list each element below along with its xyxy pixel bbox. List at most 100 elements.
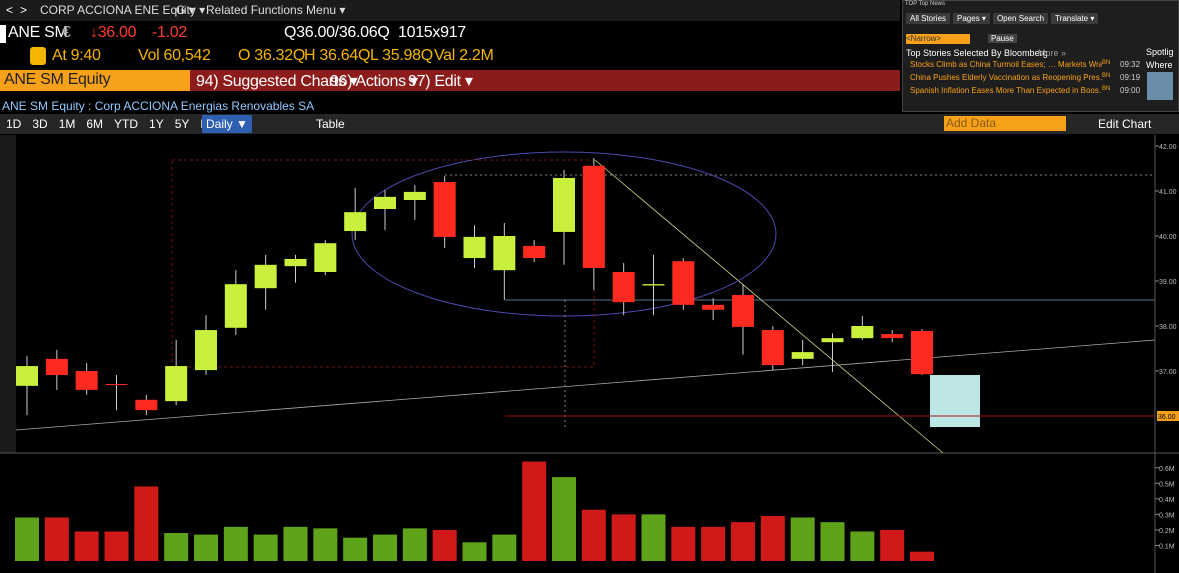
menu-bar	[190, 70, 900, 91]
volume-tick-label: 0.1M	[1159, 543, 1175, 550]
volume-bar	[134, 486, 159, 561]
ellipse-annotation	[351, 151, 777, 317]
candle-body	[16, 366, 38, 386]
volume-bar	[283, 526, 308, 561]
volume-bar	[223, 526, 248, 561]
source: BN	[1102, 73, 1111, 79]
horizontal-line-label: 36.00	[1158, 414, 1176, 421]
y-tick-label: 42.00	[1159, 144, 1177, 151]
volume-bar	[402, 528, 427, 561]
last-price: ↓36.00	[90, 24, 137, 41]
spotlight: Spotlig	[1146, 47, 1174, 57]
range-button[interactable]: 1M	[58, 117, 76, 131]
volume-bar	[253, 534, 278, 561]
news-story[interactable]: Stocks Climb as China Turmoil Eases; … M…	[910, 60, 1146, 73]
news-tab[interactable]: Translate ▾	[1051, 13, 1099, 24]
volume-bar	[760, 515, 785, 561]
net-change: -1.02	[152, 24, 187, 41]
volume-tick-label: 0.4M	[1159, 497, 1175, 504]
volume-bar	[731, 522, 755, 561]
volume-tick-label: 0.5M	[1159, 481, 1175, 488]
value: Val 2.2M	[434, 47, 494, 64]
volume-bar	[373, 534, 397, 561]
candle-body	[314, 243, 337, 272]
volume-bar	[910, 551, 934, 561]
candle-body	[702, 304, 725, 310]
volume-bar	[880, 529, 905, 561]
time: 09:00	[1120, 86, 1141, 95]
volume-bar	[701, 526, 726, 561]
candle-body	[553, 177, 575, 232]
candle-body	[403, 191, 426, 200]
y-tick-label: 38.00	[1159, 324, 1177, 331]
forward-button[interactable]: >	[20, 3, 28, 17]
volume-bar	[15, 517, 39, 561]
pause-button[interactable]: Pause	[988, 34, 1017, 43]
candle-body	[851, 326, 874, 339]
suggested-charts[interactable]: 94) Suggested Charts ▾	[196, 73, 358, 90]
candle-body	[195, 330, 217, 371]
actions-menu[interactable]: 96) Actions ▾	[330, 73, 418, 90]
more-link[interactable]: More »	[1038, 48, 1067, 58]
currency: €	[62, 24, 71, 41]
news-tabs: All Stories Pages ▾ Open Search Translate ▾	[906, 13, 1099, 24]
source: BN	[1102, 86, 1111, 92]
chart: 37.00 38.00 39.00 40.00 41.00 42.00 36.00 0.1M 0…	[0, 135, 1179, 573]
period-select[interactable]: Daily ▼	[202, 115, 252, 133]
candle-body	[374, 196, 396, 209]
candle-body	[135, 399, 158, 411]
edit-chart-button[interactable]: Edit Chart	[1098, 117, 1152, 131]
y-tick-label: 39.00	[1159, 279, 1177, 286]
back-button[interactable]: <	[6, 3, 14, 17]
range-buttons: 1D3D1M6MYTD1Y5YMax	[0, 117, 223, 131]
range-button[interactable]: 1Y	[149, 117, 164, 131]
narrow-input[interactable]: <Narrow>	[906, 34, 970, 44]
candle-body	[523, 245, 546, 259]
g-menu[interactable]: G ▾	[176, 3, 195, 17]
time: 09:19	[1120, 73, 1141, 82]
volume: Vol 60,542	[138, 47, 211, 64]
volume-bar	[492, 534, 517, 561]
candle-body	[642, 284, 665, 286]
volume-tick-label: 0.6M	[1159, 466, 1175, 473]
horizontal-line-label-bg	[1157, 411, 1179, 421]
y-tick-label: 37.00	[1159, 369, 1177, 376]
volume-bar	[790, 517, 815, 561]
news-section: Top Stories Selected By Bloomberg	[906, 48, 1048, 58]
candle-body	[75, 371, 98, 390]
y-tick-label: 41.00	[1159, 189, 1177, 196]
volume-bar	[671, 526, 696, 561]
news-story[interactable]: China Pushes Elderly Vaccination as Reop…	[910, 73, 1146, 86]
candle-body	[791, 352, 814, 359]
volume-bar	[581, 509, 606, 561]
news-story[interactable]: Spanish Inflation Eases More Than Expect…	[910, 86, 1146, 99]
candle-body	[105, 384, 128, 386]
table-button[interactable]: Table	[316, 117, 345, 131]
range-button[interactable]: 5Y	[174, 117, 190, 131]
volume-tick-label: 0.2M	[1159, 528, 1175, 535]
bid-ask: Q36.00/36.06Q	[284, 24, 390, 41]
news-icon[interactable]	[30, 47, 46, 65]
candle-body	[463, 236, 486, 259]
candle-body	[493, 236, 516, 271]
source: BN	[1102, 60, 1111, 66]
security-menu[interactable]: CORP ACCIONA ENE Equity ▾	[40, 3, 206, 17]
volume-bar	[462, 542, 487, 561]
volume-bar	[164, 533, 189, 561]
data-tooltip	[930, 375, 980, 427]
range-button[interactable]: YTD	[114, 117, 139, 131]
high: H 36.64Q	[304, 47, 371, 64]
low: L 35.98Q	[370, 47, 433, 64]
edit-menu[interactable]: 97) Edit ▾	[408, 73, 473, 90]
add-data-input[interactable]: Add Data	[944, 116, 1066, 131]
range-button[interactable]: 1D	[6, 117, 22, 131]
news-tab[interactable]: Open Search	[992, 13, 1049, 24]
range-button[interactable]: 6M	[86, 117, 104, 131]
related-menu[interactable]: Related Functions Menu ▾	[206, 3, 346, 17]
bid-ask-size: 1015x917	[398, 24, 466, 41]
range-button[interactable]: 3D	[32, 117, 48, 131]
news-tab[interactable]: All Stories	[906, 13, 951, 24]
y-tick-label: 40.00	[1159, 234, 1177, 241]
news-tab[interactable]: Pages ▾	[953, 13, 990, 24]
